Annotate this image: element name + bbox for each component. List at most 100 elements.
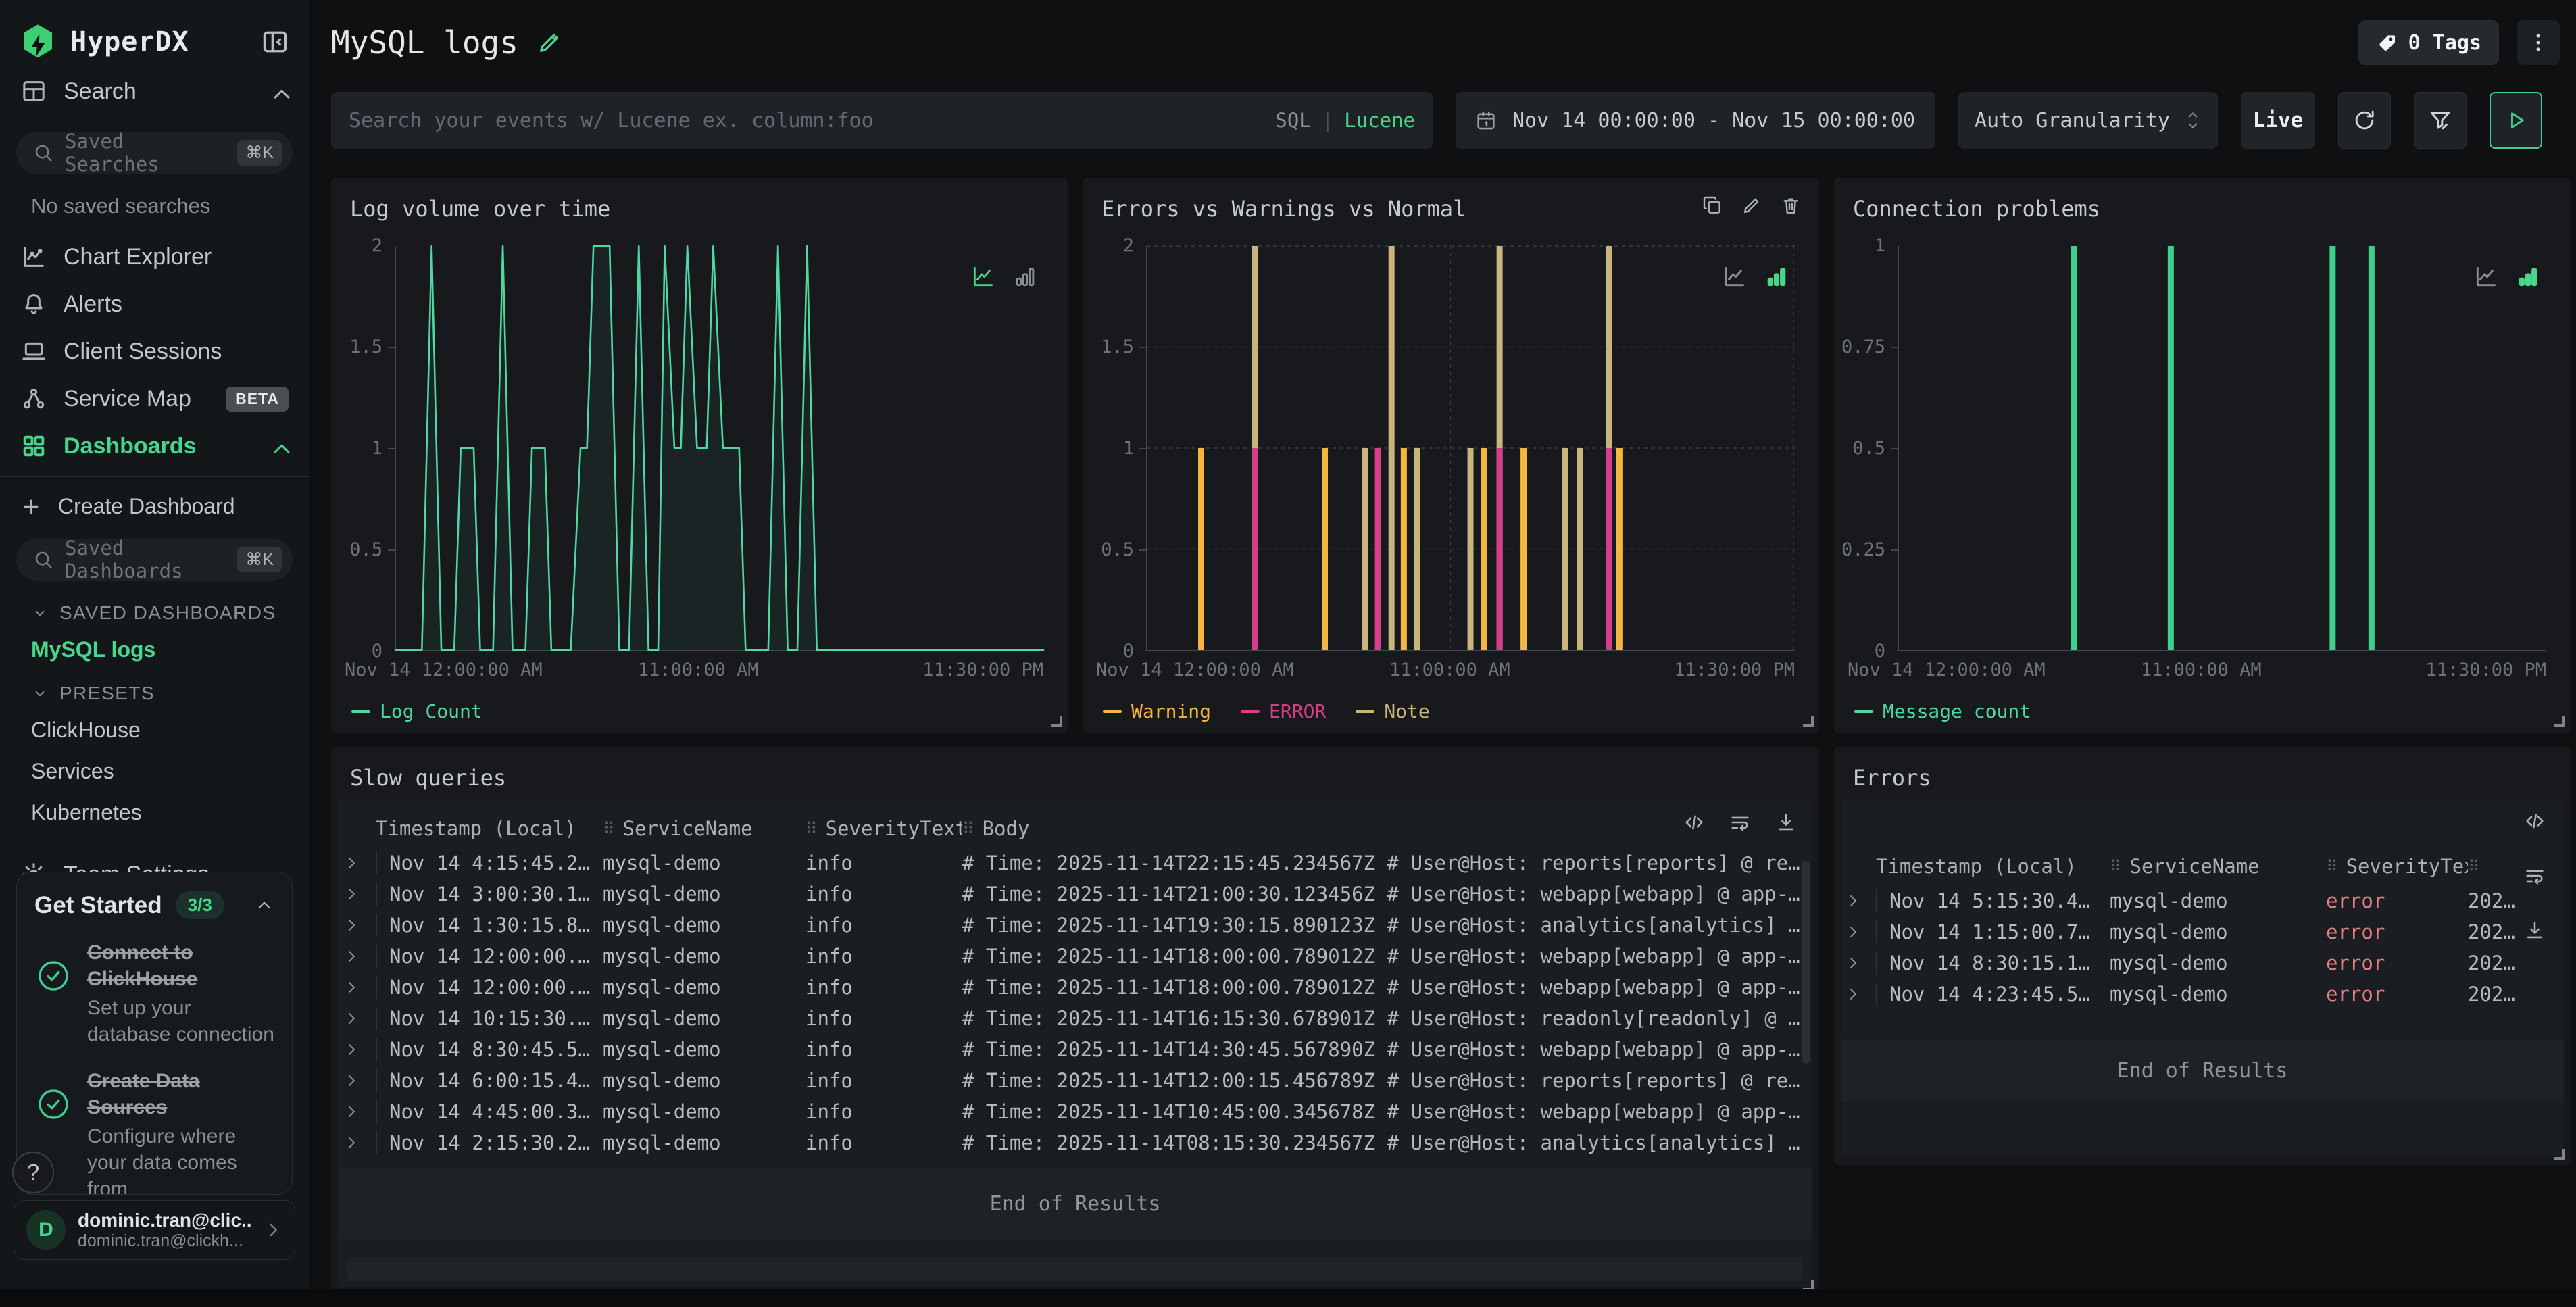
code-view-icon[interactable] <box>2523 810 2546 836</box>
table-row[interactable]: Nov 14 8:30:45.567 AMmysql-demoinfo# Tim… <box>338 1034 1812 1065</box>
expand-row-icon[interactable] <box>338 1041 376 1058</box>
get-started-item[interactable]: Connect to ClickHouseSet up your databas… <box>34 939 274 1047</box>
lang-sql[interactable]: SQL <box>1275 109 1310 132</box>
column-header-timestamp-local-[interactable]: Timestamp (Local) <box>1876 855 2110 878</box>
drag-handle-icon[interactable]: ⠿ <box>603 819 615 838</box>
chart-plot[interactable] <box>1898 246 2546 651</box>
granularity-select[interactable]: Auto Granularity <box>1958 92 2218 149</box>
table-row[interactable]: Nov 14 1:15:00.789 PMmysql-demoerror2025… <box>1841 916 2564 947</box>
expand-row-icon[interactable] <box>338 948 376 964</box>
edit-panel-icon[interactable] <box>1741 195 1762 220</box>
horizontal-scrollbar[interactable] <box>347 1257 1803 1281</box>
sidebar-item-search[interactable]: Search <box>0 68 309 115</box>
edit-title-icon[interactable] <box>536 29 563 56</box>
table-row[interactable]: Nov 14 1:30:15.890 PMmysql-demoinfo# Tim… <box>338 910 1812 941</box>
drag-handle-icon[interactable]: ⠿ <box>2326 857 2338 876</box>
column-header-severitytext[interactable]: ⠿SeverityText <box>2326 855 2468 878</box>
refresh-button[interactable] <box>2338 92 2391 149</box>
sidebar-item-service-map[interactable]: Service MapBETA <box>0 375 309 422</box>
vertical-scrollbar[interactable] <box>1802 861 1810 1064</box>
tags-button[interactable]: 0 Tags <box>2358 20 2499 65</box>
saved-searches-input[interactable]: Saved Searches ⌘K <box>16 132 293 174</box>
lang-lucene[interactable]: Lucene <box>1344 109 1415 132</box>
sidebar-preset-services[interactable]: Services <box>0 751 309 792</box>
line-chart-toggle-icon[interactable] <box>1722 264 1748 289</box>
table-row[interactable]: Nov 14 8:30:15.123 AMmysql-demoerror2025… <box>1841 947 2564 979</box>
table-row[interactable]: Nov 14 4:23:45.567 AMmysql-demoerror2025… <box>1841 979 2564 1010</box>
sidebar-preset-kubernetes[interactable]: Kubernetes <box>0 792 309 833</box>
expand-row-icon[interactable] <box>338 979 376 995</box>
expand-row-icon[interactable] <box>338 917 376 933</box>
expand-row-icon[interactable] <box>1841 924 1876 940</box>
resize-handle[interactable] <box>2554 716 2565 727</box>
sidebar-item-dashboards[interactable]: Dashboards <box>0 422 309 470</box>
bar-chart-toggle-icon[interactable] <box>1012 264 1038 289</box>
event-search-input[interactable]: Search your events w/ Lucene ex. column:… <box>331 92 1433 149</box>
expand-row-icon[interactable] <box>338 886 376 902</box>
expand-row-icon[interactable] <box>1841 955 1876 971</box>
user-card[interactable]: D dominic.tran@clic... dominic.tran@clic… <box>14 1200 295 1260</box>
delete-panel-icon[interactable] <box>1780 195 1802 220</box>
chart-plot[interactable] <box>1146 246 1795 651</box>
chevron-up-icon[interactable] <box>254 895 274 916</box>
line-chart-toggle-icon[interactable] <box>2473 264 2499 289</box>
expand-row-icon[interactable] <box>338 1072 376 1089</box>
column-header-timestamp-local-[interactable]: Timestamp (Local) <box>376 817 603 840</box>
collapse-sidebar-icon[interactable] <box>260 27 290 57</box>
expand-row-icon[interactable] <box>338 1135 376 1151</box>
filter-button[interactable] <box>2414 92 2467 149</box>
legend-item[interactable]: Log Count <box>351 700 482 722</box>
resize-handle[interactable] <box>2554 1149 2565 1160</box>
column-header-servicename[interactable]: ⠿ServiceName <box>603 817 806 840</box>
legend-item[interactable]: Message count <box>1854 700 2031 722</box>
table-row[interactable]: Nov 14 10:15:30.678 AMmysql-demoinfo# Ti… <box>338 1003 1812 1034</box>
line-chart-toggle-icon[interactable] <box>970 264 996 289</box>
drag-handle-icon[interactable]: ⠿ <box>962 819 974 838</box>
wrap-text-icon[interactable] <box>1729 811 1752 837</box>
saved-dashboards-section[interactable]: SAVED DASHBOARDS <box>0 590 309 629</box>
resize-handle[interactable] <box>1051 716 1062 727</box>
legend-item[interactable]: Note <box>1356 700 1429 722</box>
query-language-toggle[interactable]: SQL | Lucene <box>1275 109 1415 132</box>
get-started-item[interactable]: Create Data SourcesConfigure where your … <box>34 1068 274 1195</box>
more-menu-button[interactable] <box>2517 20 2560 65</box>
table-row[interactable]: Nov 14 4:45:00.345 AMmysql-demoinfo# Tim… <box>338 1096 1812 1127</box>
drag-handle-icon[interactable]: ⠿ <box>2468 857 2480 877</box>
code-view-icon[interactable] <box>1683 811 1706 837</box>
download-icon[interactable] <box>1775 811 1798 837</box>
table-row[interactable]: Nov 14 12:00:00.789 PMmysql-demoinfo# Ti… <box>338 941 1812 972</box>
expand-row-icon[interactable] <box>338 1010 376 1027</box>
download-icon[interactable] <box>2523 919 2546 945</box>
legend-item[interactable]: Warning <box>1103 700 1211 722</box>
bar-chart-toggle-icon[interactable] <box>1764 264 1789 289</box>
chart-plot[interactable] <box>395 246 1043 651</box>
sidebar-dashboard-mysql-logs[interactable]: MySQL logs <box>0 629 309 670</box>
date-range-picker[interactable]: Nov 14 00:00:00 - Nov 15 00:00:00 <box>1456 92 1935 149</box>
saved-dashboards-input[interactable]: Saved Dashboards ⌘K <box>16 539 293 581</box>
table-row[interactable]: Nov 14 2:15:30.234 AMmysql-demoinfo# Tim… <box>338 1127 1812 1158</box>
sidebar-item-client-sessions[interactable]: Client Sessions <box>0 328 309 375</box>
live-button[interactable]: Live <box>2241 92 2315 149</box>
duplicate-panel-icon[interactable] <box>1702 195 1723 220</box>
expand-row-icon[interactable] <box>1841 986 1876 1002</box>
drag-handle-icon[interactable]: ⠿ <box>806 819 818 838</box>
drag-handle-icon[interactable]: ⠿ <box>2110 857 2122 876</box>
table-row[interactable]: Nov 14 12:00:00.789 PMmysql-demoinfo# Ti… <box>338 972 1812 1003</box>
sidebar-preset-clickhouse[interactable]: ClickHouse <box>0 710 309 751</box>
run-query-button[interactable] <box>2490 92 2542 149</box>
table-row[interactable]: Nov 14 6:00:15.456 AMmysql-demoinfo# Tim… <box>338 1065 1812 1096</box>
bar-chart-toggle-icon[interactable] <box>2515 264 2541 289</box>
presets-section[interactable]: PRESETS <box>0 670 309 710</box>
create-dashboard-button[interactable]: Create Dashboard <box>0 484 309 529</box>
resize-handle[interactable] <box>1803 716 1814 727</box>
column-header-servicename[interactable]: ⠿ServiceName <box>2110 855 2326 878</box>
sidebar-item-alerts[interactable]: Alerts <box>0 280 309 328</box>
expand-row-icon[interactable] <box>338 855 376 871</box>
table-row[interactable]: Nov 14 3:00:30.123 PMmysql-demoinfo# Tim… <box>338 879 1812 910</box>
legend-item[interactable]: ERROR <box>1241 700 1326 722</box>
table-row[interactable]: Nov 14 5:15:30.456 PMmysql-demoerror2025… <box>1841 885 2564 916</box>
sidebar-item-chart-explorer[interactable]: Chart Explorer <box>0 233 309 280</box>
expand-row-icon[interactable] <box>338 1104 376 1120</box>
expand-row-icon[interactable] <box>1841 893 1876 909</box>
column-header-severitytext[interactable]: ⠿SeverityText <box>806 817 962 840</box>
